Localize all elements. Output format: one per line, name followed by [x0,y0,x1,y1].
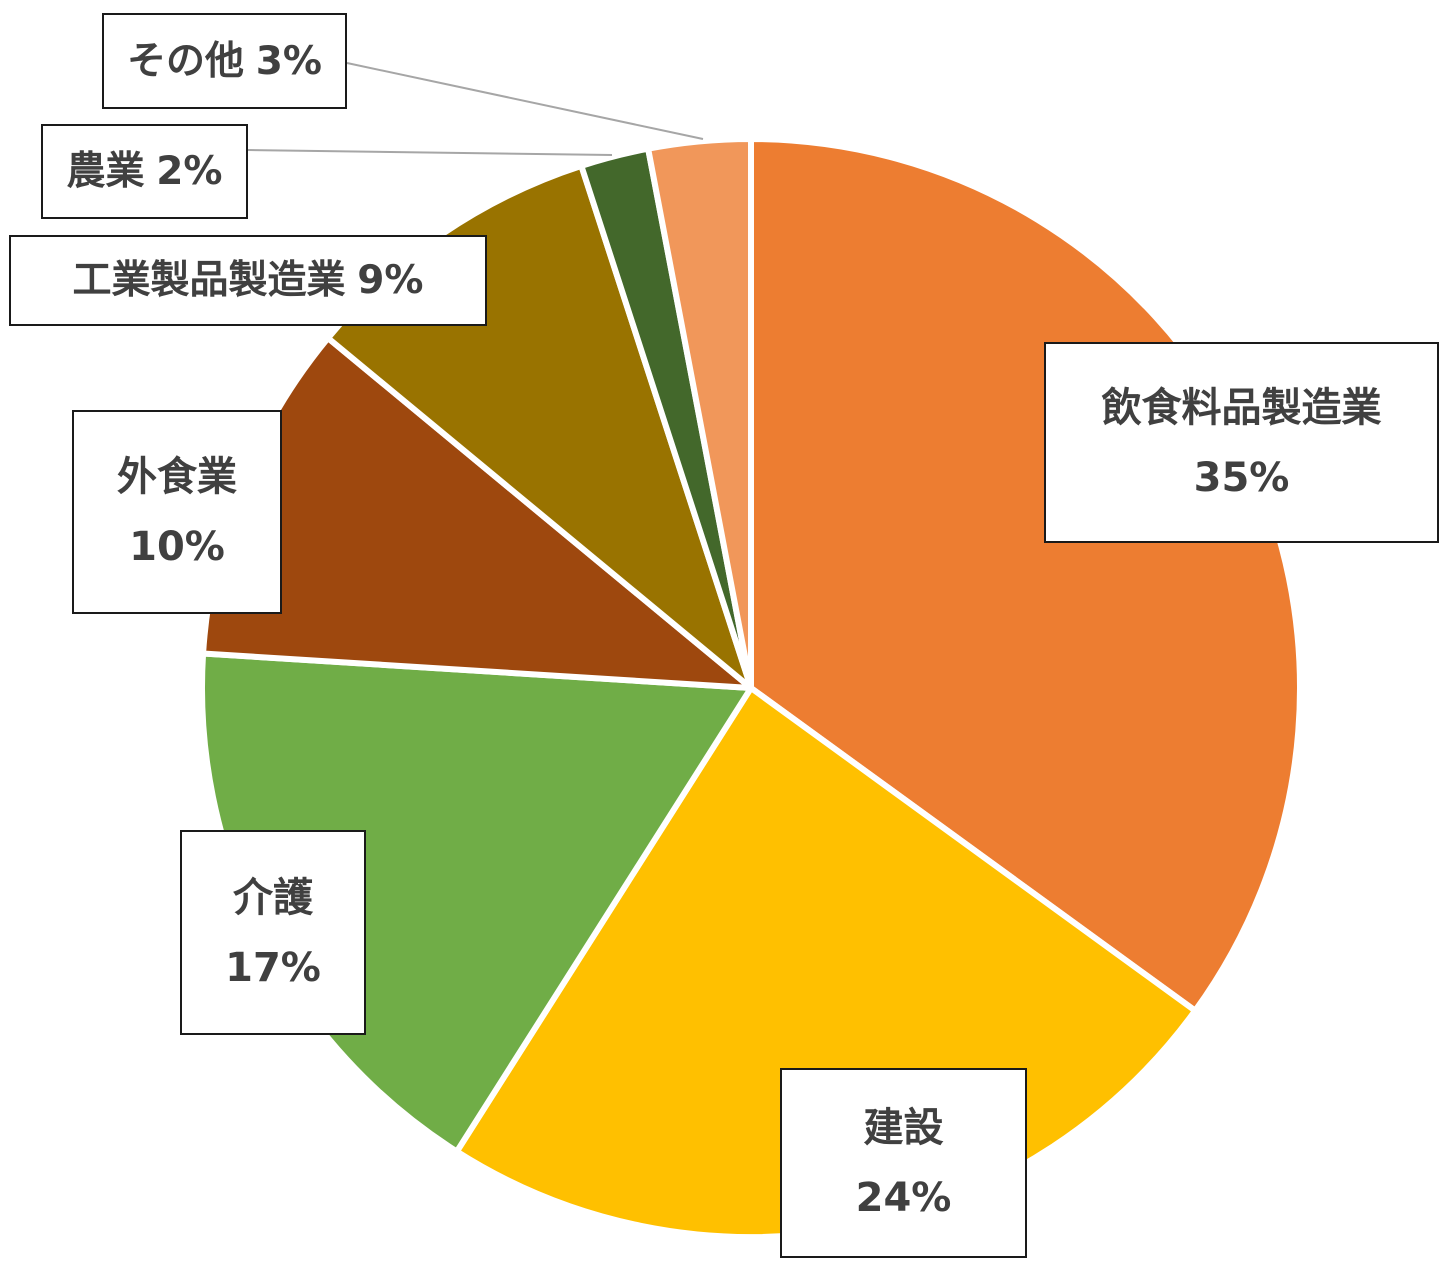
label-category: 工業製品製造業 [72,258,346,303]
label-value: 3% [255,38,322,84]
leader-lines [247,62,704,156]
label-value: 9% [357,258,424,303]
label-value: 2% [156,149,223,194]
label-category: 外食業 [117,454,237,500]
data-label-nursing-care: 介護 17% [180,830,366,1035]
label-value: 17% [225,944,321,991]
label-category: 飲食料品製造業 [1101,384,1382,431]
label-value: 35% [1193,454,1290,501]
label-value: 24% [855,1175,952,1221]
label-category: 介護 [233,874,313,921]
label-category: 農業 [66,149,145,194]
pie-slice-other [645,136,754,691]
data-label-food-service: 外食業 10% [72,410,282,614]
leader-line-other [346,62,704,140]
data-label-construction: 建設 24% [780,1068,1027,1258]
leader-line-agriculture [247,149,613,156]
data-label-industrial-manufacturing: 工業製品製造業 9% [9,235,487,326]
label-category: 建設 [863,1105,944,1151]
data-label-agriculture: 農業 2% [41,124,248,219]
data-label-other: その他 3% [102,13,347,109]
data-label-food-manufacturing: 飲食料品製造業 35% [1044,342,1439,543]
label-category: その他 [127,38,245,84]
label-value: 10% [129,524,225,570]
